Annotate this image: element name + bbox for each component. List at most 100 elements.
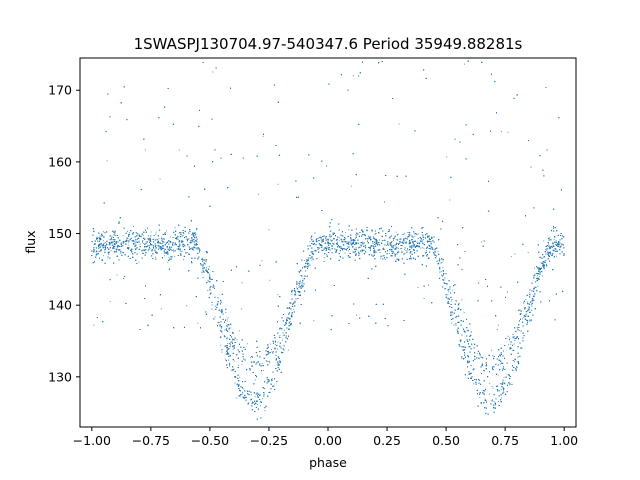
- data-point: [212, 71, 214, 73]
- data-point: [209, 266, 210, 268]
- data-point: [269, 279, 271, 281]
- data-point: [341, 246, 343, 248]
- data-point: [158, 246, 160, 248]
- data-point: [142, 240, 144, 241]
- data-point: [159, 247, 161, 249]
- data-point: [422, 242, 424, 244]
- data-point: [522, 318, 524, 320]
- data-point: [536, 275, 538, 277]
- data-point: [232, 370, 234, 372]
- data-point: [254, 379, 256, 381]
- data-point: [309, 241, 311, 243]
- data-point: [407, 249, 409, 251]
- data-point: [507, 335, 509, 337]
- data-point: [183, 259, 185, 261]
- data-point: [407, 236, 408, 238]
- data-point: [531, 309, 532, 311]
- data-point: [361, 245, 363, 247]
- data-point: [284, 329, 285, 331]
- data-point: [347, 250, 349, 252]
- data-point: [261, 363, 263, 364]
- data-point: [405, 240, 407, 242]
- data-point: [545, 248, 547, 250]
- data-point: [122, 251, 124, 253]
- data-point: [426, 250, 427, 252]
- data-point: [446, 156, 448, 158]
- data-point: [375, 233, 377, 234]
- data-point: [121, 244, 123, 246]
- data-point: [519, 309, 521, 311]
- data-point: [452, 289, 454, 291]
- data-point: [527, 308, 529, 310]
- data-point: [384, 258, 386, 260]
- data-point: [516, 327, 518, 329]
- data-point: [448, 291, 450, 293]
- data-point: [265, 360, 267, 362]
- data-point: [334, 248, 336, 250]
- data-point: [414, 235, 416, 237]
- data-point: [97, 251, 99, 253]
- data-point: [363, 242, 365, 244]
- data-point: [259, 364, 261, 366]
- data-point: [226, 337, 228, 339]
- data-point: [527, 301, 528, 303]
- data-point: [103, 236, 105, 238]
- data-point: [127, 230, 128, 232]
- data-point: [101, 259, 103, 260]
- data-point: [201, 272, 203, 274]
- data-point: [451, 322, 453, 324]
- data-point: [530, 304, 532, 306]
- data-point: [264, 410, 266, 412]
- data-point: [529, 311, 531, 313]
- data-point: [423, 239, 424, 241]
- data-point: [529, 321, 531, 323]
- data-point: [539, 267, 541, 269]
- data-point: [551, 247, 553, 248]
- data-point: [488, 393, 490, 395]
- data-point: [419, 240, 421, 242]
- data-point: [372, 243, 374, 245]
- data-point: [214, 316, 216, 318]
- data-point: [242, 392, 244, 394]
- data-point: [440, 262, 442, 264]
- data-point: [122, 235, 124, 237]
- data-point: [355, 234, 357, 236]
- data-point: [268, 229, 270, 231]
- data-point: [548, 248, 550, 250]
- data-point: [354, 252, 356, 254]
- data-point: [501, 397, 503, 399]
- data-point: [544, 260, 546, 261]
- data-point: [526, 324, 528, 325]
- data-point: [142, 234, 144, 236]
- data-point: [282, 332, 284, 334]
- data-point: [301, 284, 303, 286]
- data-point: [421, 247, 423, 249]
- data-point: [376, 244, 378, 246]
- data-point: [105, 248, 107, 250]
- data-point: [167, 241, 169, 242]
- data-point: [295, 294, 296, 296]
- data-point: [502, 380, 504, 382]
- data-point: [498, 400, 499, 402]
- data-point: [510, 343, 512, 345]
- data-point: [221, 351, 223, 353]
- data-point: [163, 233, 165, 235]
- data-point: [116, 248, 118, 250]
- data-point: [395, 248, 397, 250]
- data-point: [489, 383, 491, 385]
- data-point: [259, 393, 261, 395]
- data-point: [155, 231, 157, 233]
- data-point: [138, 261, 140, 263]
- data-point: [150, 231, 152, 233]
- data-point: [329, 239, 331, 241]
- data-point: [299, 280, 301, 282]
- data-point: [287, 349, 289, 351]
- data-point: [405, 250, 407, 251]
- data-point: [105, 242, 107, 244]
- data-point: [174, 227, 176, 229]
- data-point: [395, 242, 397, 244]
- data-point: [529, 292, 531, 294]
- data-point: [514, 253, 516, 255]
- data-point: [326, 254, 328, 256]
